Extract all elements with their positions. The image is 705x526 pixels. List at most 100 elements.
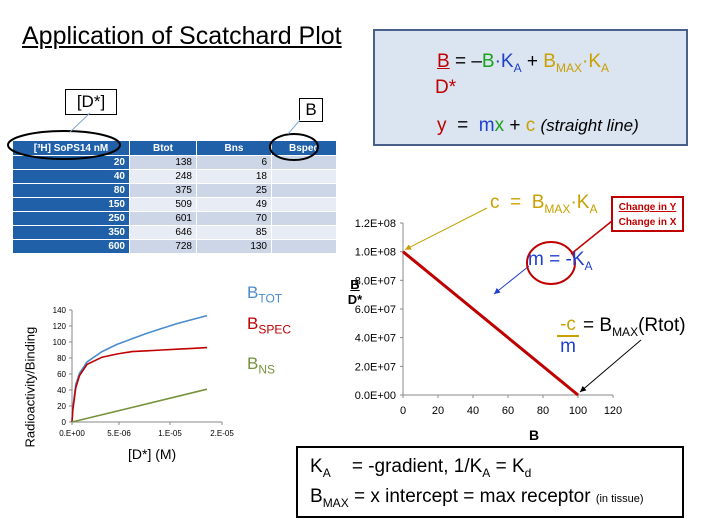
chart1-y-tick-label: 80 [57,354,66,363]
chart1-y-tick-label: 40 [57,386,66,395]
chart1-x-tick-label: 5.E-06 [107,429,131,438]
table-cell: 20 [13,156,129,169]
page-title: Application of Scatchard Plot [22,22,342,50]
summary-line-2: BMAX = x intercept = max receptor (in ti… [310,486,644,510]
table-cell [272,198,336,211]
table-cell: 6 [197,156,271,169]
d-star-pointer [69,112,91,133]
eq1-b: B [481,51,495,72]
chart1-y-tick-label: 20 [57,402,66,411]
c-annotation: c = BMAX·KA [490,192,598,216]
table-cell: 646 [130,226,196,239]
table-cell [272,240,336,253]
table-row: 150 509 49 [13,198,336,211]
eq2-note: (straight line) [540,116,639,135]
eq1-plus: + [526,51,539,72]
table-cell: 130 [197,240,271,253]
table-cell [272,226,336,239]
d-star-callout: [D*] [65,89,117,115]
eq1-ka: ·KA [494,51,522,75]
chart2-y-tick-label: 0.0E+00 [355,390,396,402]
eq2-equals: = [457,115,469,136]
table-cell: 728 [130,240,196,253]
data-table: [³H] SoPS14 nM Btot Bns Bspec 20 138 6 40 24… [12,140,337,254]
legend-bspec: BSPEC [247,314,292,337]
chart2-y-tick-label: 2.0E+07 [355,361,396,373]
btot-line [71,314,208,423]
eq2-plus: + [509,115,521,136]
chart2-x-tick-label: 60 [502,405,514,417]
table-cell: 248 [130,170,196,183]
table-row: 350 646 85 [13,226,336,239]
table-cell: 600 [13,240,129,253]
table-cell: 250 [13,212,129,225]
chart2-y-tick-label: 1.2E+08 [355,218,396,230]
table-cell: 350 [13,226,129,239]
lhs-numerator: B [437,51,450,72]
legend-btot: BTOT [247,283,283,306]
table-cell: 138 [130,156,196,169]
chart1-x-tick-label: 2.E-05 [210,429,234,438]
table-row: 80 375 25 [13,184,336,197]
data-table-wrap: [³H] SoPS14 nM Btot Bns Bspec 20 138 6 40 24… [12,140,337,254]
chart2-ylabel: B D* [347,277,363,307]
table-cell: 70 [197,212,271,225]
equation-line-2: y = mx + c (straight line) [437,115,639,137]
chart2-x-tick-label: 0 [400,405,406,417]
table-cell: 80 [13,184,129,197]
b-ellipse [269,133,319,161]
d-star-ellipse [7,130,121,160]
binding-chart: 0 20 40 60 80 100 120 140 0.E+00 5.E-06 1.E-05 2.E-… [53,306,235,438]
equation-line-1: B = –B·KA + BMAX·KA [437,51,609,75]
eq1-bmax-ka: BMAX·KA [543,51,610,75]
eq2-m: m [478,115,495,136]
table-cell: 509 [130,198,196,211]
eq2-x: x [494,115,505,136]
table-cell: 150 [13,198,129,211]
table-header-cell: Btot [130,141,196,155]
chart1-x-tick-label: 1.E-05 [158,429,182,438]
lhs-denominator: D* [435,77,457,98]
table-cell [272,212,336,225]
chart2-x-tick-label: 40 [467,405,479,417]
b-pointer [287,119,301,135]
table-cell: 25 [197,184,271,197]
table-header-cell: Bns [197,141,271,155]
table-cell [272,170,336,183]
summary-line-1: KA = -gradient, 1/KA = Kd [310,456,532,480]
table-cell: 18 [197,170,271,183]
table-cell [272,184,336,197]
table-row: 250 601 70 [13,212,336,225]
chart2-y-tick-label: 1.0E+08 [355,247,396,259]
eq2-y: y [437,115,447,136]
chart2-x-tick-label: 80 [537,405,549,417]
m-circle [526,241,576,285]
chart1-y-tick-label: 140 [53,306,67,315]
change-box: Change in Y Change in X [611,196,684,232]
m-arrow [493,265,530,295]
chart2-x-tick-label: 120 [604,405,622,417]
chart1-x-tick-label: 0.E+00 [59,429,85,438]
bspec-line [71,346,208,423]
chart1-y-tick-label: 100 [53,338,67,347]
summary-box: KA = -gradient, 1/KA = Kd BMAX = x inter… [296,446,684,518]
scatchard-line [402,250,579,397]
chart2-x-tick-label: 100 [569,405,587,417]
eq2-c: c [525,115,536,136]
table-header-cell: [³H] SoPS14 nM [13,141,129,155]
chart1-ylabel-wrap: Radioactivity/Binding [20,327,40,450]
chart2-y-tick-label: 4.0E+07 [355,333,396,345]
chart2-xlabel: B [529,427,540,443]
x-intercept-arrow [579,339,642,393]
equation-box: B = –B·KA + BMAX·KA D* y = mx + c (strai… [373,29,688,146]
chart1-xlabel: [D*] (M) [128,446,177,462]
table-header-cell: Bspec [272,141,336,155]
chart2-y-tick-label: 6.0E+07 [355,304,396,316]
chart2-y-tick-label: 8.0E+07 [355,275,396,287]
bns-line [71,388,208,423]
table-row: 600 728 130 [13,240,336,253]
chart2-x-tick-label: 20 [432,405,444,417]
table-cell: 601 [130,212,196,225]
table-cell: 49 [197,198,271,211]
